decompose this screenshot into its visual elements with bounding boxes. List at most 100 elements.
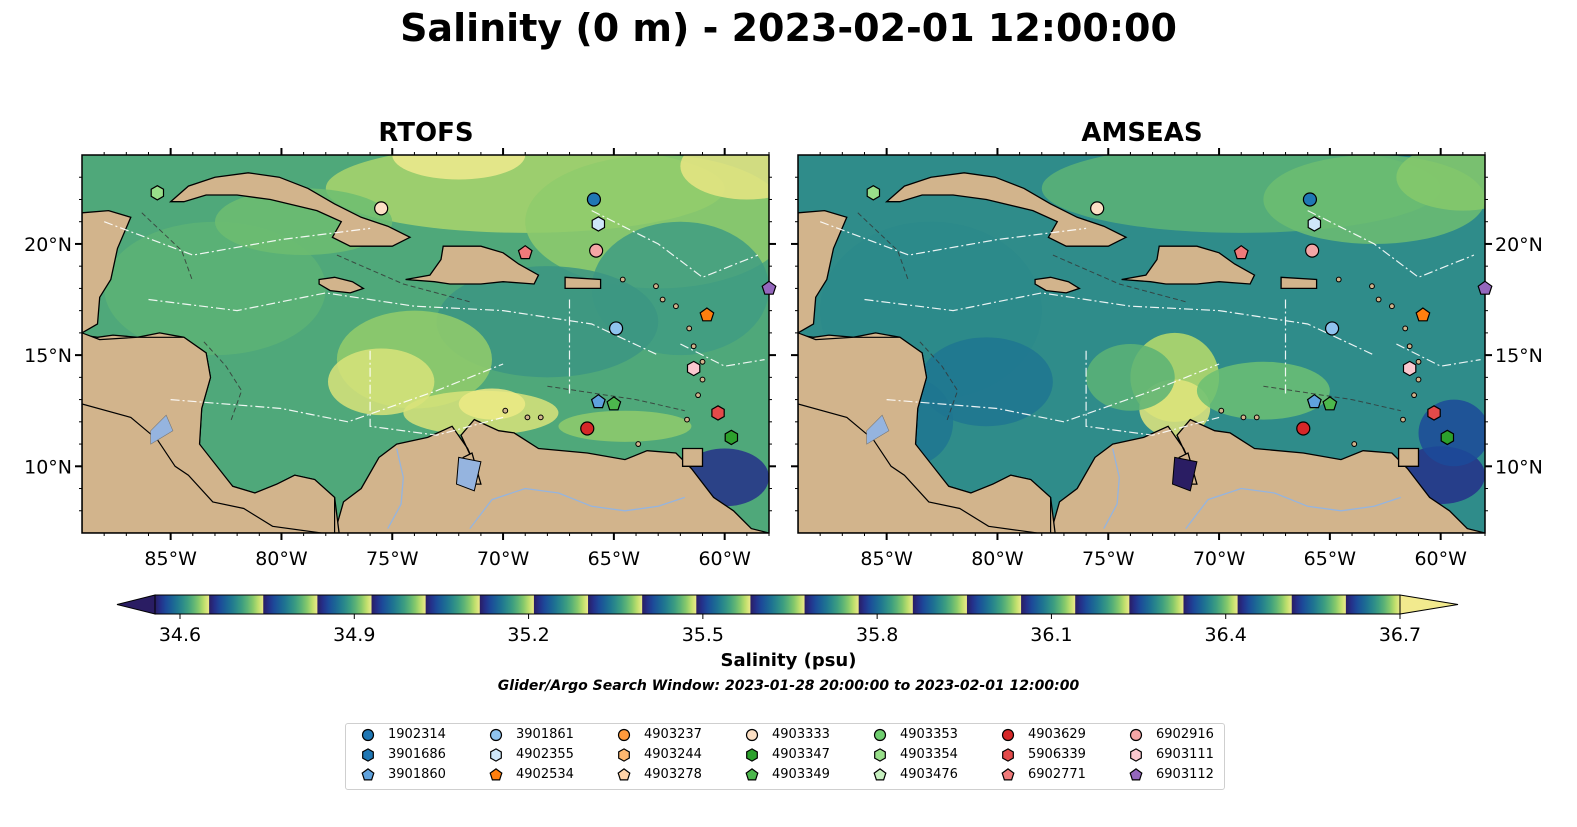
legend-marker-4903476 (873, 768, 887, 781)
platform-marker-4903333 (374, 201, 389, 216)
legend-label: 4903278 (644, 767, 702, 782)
lon-tick-label: 60°W (698, 548, 751, 570)
legend-label: 4903347 (772, 747, 830, 762)
land-yucatan (82, 209, 132, 334)
lat-tick-label: 10°N (24, 456, 72, 478)
lat-tick-label: 15°N (24, 345, 72, 367)
legend-marker-3901861 (489, 728, 503, 742)
colorbar-tick-label: 34.9 (333, 624, 375, 646)
land-jamaica (318, 276, 365, 294)
platform-marker-4903354 (866, 185, 881, 201)
platform-marker-3901860 (1306, 393, 1322, 409)
legend-marker-icon (1129, 728, 1143, 742)
legend-label: 6902771 (1028, 767, 1086, 782)
legend-marker-4903629 (1001, 728, 1015, 742)
legend-marker-4903333 (745, 728, 759, 742)
legend-marker-icon (745, 728, 759, 742)
legend-marker-icon (362, 748, 374, 762)
legend-marker-icon (1002, 748, 1014, 762)
legend-marker-icon (1001, 728, 1015, 742)
colorbar-tick-label: 36.1 (1030, 624, 1072, 646)
legend-marker-4903353 (873, 728, 887, 742)
legend-label: 4902355 (516, 747, 574, 762)
land-puertoRico (564, 276, 602, 290)
legend-label: 4903349 (772, 767, 830, 782)
legend-label: 5906339 (1028, 747, 1086, 762)
platform-marker-4903349 (606, 396, 622, 411)
colorbar-tick-label: 34.6 (159, 624, 201, 646)
platform-marker-4903629 (580, 421, 595, 436)
land-puertoRico (1280, 276, 1318, 290)
platform-marker-6903111 (1402, 360, 1417, 377)
platform-marker-4902355 (591, 216, 606, 232)
lon-tick-label: 70°W (1193, 548, 1246, 570)
land-trinidad (681, 447, 704, 467)
legend-marker-4902355 (490, 748, 502, 762)
legend-marker-6902916 (1129, 728, 1143, 742)
lon-tick-label: 60°W (1414, 548, 1467, 570)
legend-marker-icon (1130, 748, 1142, 762)
land-cuba (168, 172, 412, 247)
platform-marker-4902534 (699, 307, 715, 322)
legend-marker-6902771 (1001, 768, 1015, 781)
legend-label: 3901861 (516, 727, 574, 742)
figure-title: Salinity (0 m) - 2023-02-01 12:00:00 (400, 6, 1177, 50)
legend-marker-icon (361, 728, 375, 742)
legend-marker-icon (746, 748, 758, 762)
legend-marker-3901860 (361, 768, 375, 781)
legend-marker-icon (618, 748, 630, 762)
legend-label: 3901860 (388, 767, 446, 782)
legend-marker-icon (490, 748, 502, 762)
platform-marker-5906339 (1427, 405, 1441, 421)
platform-marker-6902916 (589, 243, 604, 258)
legend-marker-5906339 (1002, 748, 1014, 762)
lon-tick-label: 65°W (588, 548, 641, 570)
legend-label: 4902534 (516, 767, 574, 782)
platform-marker-6902771 (517, 244, 533, 260)
salinity-colorbar: 34.6 34.9 35.2 35.5 35.8 36.1 36.4 36.7 (116, 594, 1459, 646)
legend-label: 6902916 (1156, 727, 1214, 742)
lat-tick-label: 15°N (1495, 345, 1543, 367)
legend-marker-icon (361, 768, 375, 781)
lat-tick-label: 20°N (24, 234, 72, 256)
lon-tick-label: 65°W (1304, 548, 1357, 570)
legend-marker-4903237 (617, 728, 631, 742)
colorbar-label: Salinity (psu) (720, 650, 857, 671)
legend-marker-6903111 (1130, 748, 1142, 762)
platform-marker-3901861 (608, 321, 624, 336)
platform-legend: 1902314 3901686 3901860 3901861 4902355 49025… (345, 723, 1225, 790)
platform-marker-3901861 (1324, 321, 1340, 336)
lon-tick-label: 85°W (144, 548, 197, 570)
land-jamaica (1034, 276, 1081, 294)
colorbar-tick-label: 36.7 (1379, 624, 1421, 646)
legend-label: 4903476 (900, 767, 958, 782)
land-hispaniola (405, 245, 540, 285)
land-trinidad (1397, 447, 1420, 467)
legend-marker-4903349 (745, 768, 759, 781)
legend-marker-icon (873, 768, 887, 781)
lon-tick-label: 80°W (971, 548, 1024, 570)
platform-marker-6902916 (1305, 243, 1320, 258)
colorbar-extend-high (1399, 594, 1459, 615)
lon-tick-label: 80°W (255, 548, 308, 570)
platform-marker-5906339 (711, 405, 725, 421)
legend-label: 6903112 (1156, 767, 1214, 782)
platform-marker-4903629 (1296, 421, 1311, 436)
legend-marker-3901686 (362, 748, 374, 762)
legend-label: 4903333 (772, 727, 830, 742)
lat-tick-label: 20°N (1495, 234, 1543, 256)
legend-label: 4903354 (900, 747, 958, 762)
legend-marker-4903354 (874, 748, 886, 762)
legend-marker-4902534 (489, 768, 503, 781)
legend-marker-1902314 (361, 728, 375, 742)
legend-marker-icon (617, 728, 631, 742)
platform-marker-4902534 (1415, 307, 1431, 322)
legend-label: 1902314 (388, 727, 446, 742)
legend-marker-icon (745, 768, 759, 781)
legend-marker-icon (873, 728, 887, 742)
platform-marker-6902771 (1233, 244, 1249, 260)
platform-marker-1902314 (1302, 192, 1318, 207)
legend-marker-6903112 (1129, 768, 1143, 781)
platform-marker-3901860 (590, 393, 606, 409)
platform-marker-4903333 (1090, 201, 1105, 216)
